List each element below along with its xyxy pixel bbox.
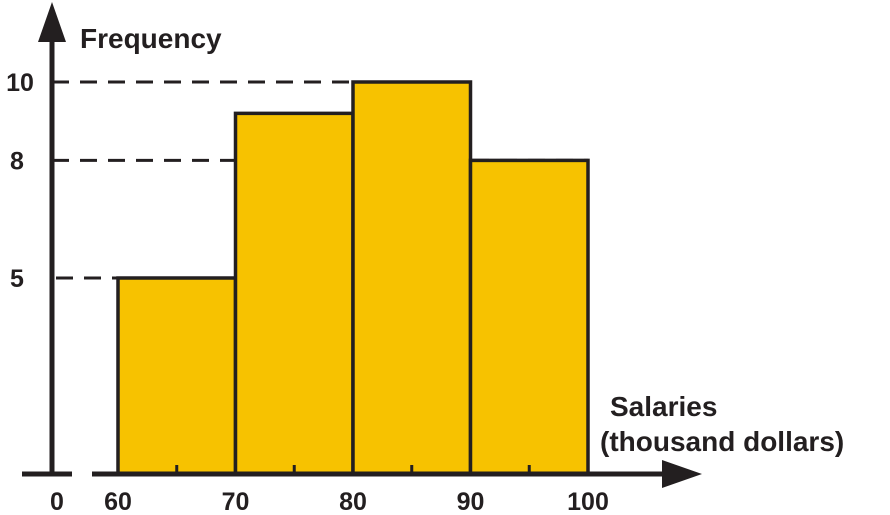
x-tick-label-100: 100 [567, 488, 609, 515]
bar-90-100 [468, 158, 590, 476]
y-axis-arrow [38, 2, 66, 42]
bar-80-90 [351, 80, 473, 476]
bar-70-80 [233, 111, 355, 476]
x-origin-label: 0 [50, 488, 64, 515]
x-tick-labels: 60 70 80 90 100 [104, 488, 609, 515]
y-tick-label-8: 8 [10, 147, 24, 175]
x-axis-arrow [662, 460, 702, 488]
bar-60-70 [116, 276, 238, 476]
x-axis-title-line1: Salaries [610, 391, 717, 422]
x-tick-label-80: 80 [339, 488, 367, 515]
x-tick-label-90: 90 [457, 488, 485, 515]
bars-group [116, 80, 590, 476]
y-tick-labels: 5 8 10 [6, 69, 34, 293]
y-axis-title: Frequency [80, 23, 222, 54]
y-tick-label-5: 5 [10, 265, 24, 293]
x-tick-label-70: 70 [222, 488, 250, 515]
x-tick-label-60: 60 [104, 488, 132, 515]
y-tick-label-10: 10 [6, 69, 34, 97]
x-axis-title-line2: (thousand dollars) [600, 426, 844, 457]
x-tick-marks [175, 465, 531, 474]
